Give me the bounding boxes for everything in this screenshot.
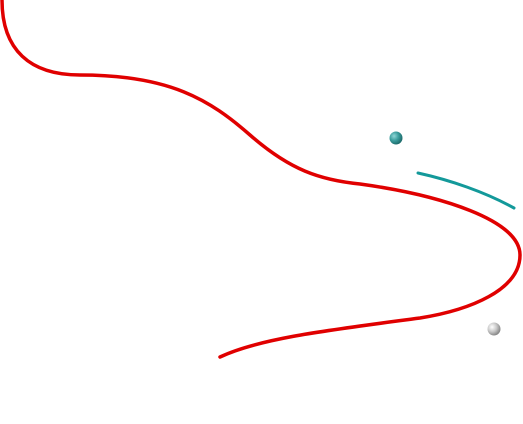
teal-trail [416, 171, 516, 210]
grey-ball [487, 322, 501, 336]
red-trail [0, 0, 522, 359]
teal-ball [389, 131, 403, 145]
